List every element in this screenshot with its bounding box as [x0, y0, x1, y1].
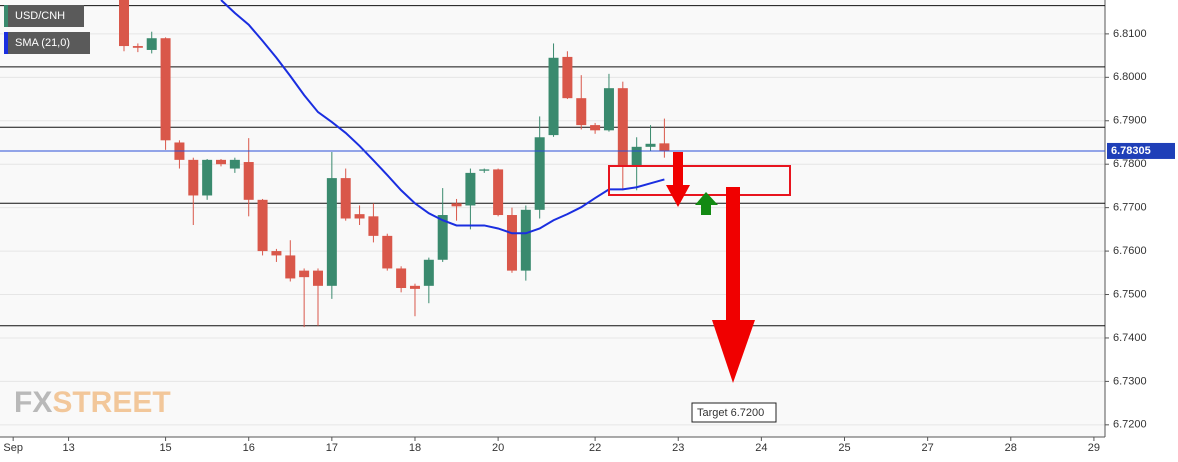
candle-body [409, 285, 420, 289]
candle-body [229, 159, 240, 169]
candle-body [465, 172, 476, 206]
candle-body [506, 215, 517, 271]
candle-body [368, 216, 379, 236]
zone-box [608, 165, 791, 196]
candle-body [576, 98, 587, 126]
x-tick-label: 27 [922, 442, 934, 454]
x-tick-label: 13 [62, 442, 74, 454]
legend-box [4, 5, 84, 27]
x-tick-label: 22 [589, 442, 601, 454]
last-price-box [1107, 142, 1175, 159]
candle-body [188, 159, 199, 196]
candle-body [534, 137, 545, 210]
candle-body [146, 38, 157, 50]
x-tick-label: 25 [838, 442, 850, 454]
y-tick-label: 6.7800 [1113, 158, 1147, 170]
candle-body [479, 169, 490, 171]
candle-body [243, 162, 254, 200]
x-tick-label: 20 [492, 442, 504, 454]
candle-body [326, 178, 337, 286]
y-tick-label: 6.7400 [1113, 332, 1147, 344]
candle-body [216, 159, 226, 165]
legend-swatch [4, 32, 8, 54]
y-tick-label: 6.8100 [1113, 28, 1147, 40]
x-tick-label: 23 [672, 442, 684, 454]
candle-body [396, 268, 407, 289]
x-tick-label: Sep [3, 442, 23, 454]
candle-body [590, 125, 601, 131]
y-tick-label: 6.7600 [1113, 245, 1147, 257]
x-tick-label: 17 [326, 442, 338, 454]
candle-body [312, 270, 323, 286]
candle-body [451, 203, 462, 207]
candle-body [340, 178, 351, 219]
y-tick-label: 6.7900 [1113, 115, 1147, 127]
watermark-part: STREET [52, 386, 170, 419]
y-tick-label: 6.7700 [1113, 202, 1147, 214]
legend-swatch [4, 5, 8, 27]
watermark: FXSTREET [14, 386, 171, 419]
candle-body [160, 38, 171, 141]
y-tick-label: 6.8000 [1113, 71, 1147, 83]
candle-body [548, 57, 559, 136]
candle-body [493, 169, 504, 216]
candle-body [603, 88, 614, 131]
x-tick-label: 18 [409, 442, 421, 454]
arrow-down-small [666, 152, 690, 207]
candle-body [645, 143, 656, 147]
candle-body [271, 251, 282, 256]
annotation-box [691, 402, 777, 423]
x-tick-label: 28 [1005, 442, 1017, 454]
arrow-down-large [712, 187, 755, 383]
marks [0, 0, 1109, 441]
candle-body [382, 235, 393, 269]
candle-body [659, 143, 670, 152]
y-tick-label: 6.7200 [1113, 419, 1147, 431]
candle-body [285, 255, 296, 279]
candle-body [617, 88, 628, 166]
arrow-up [695, 192, 718, 215]
candle-body [562, 56, 573, 99]
candle-body [202, 159, 213, 196]
x-tick-label: 24 [755, 442, 767, 454]
y-tick-label: 6.7500 [1113, 288, 1147, 300]
watermark-part: FX [14, 386, 52, 419]
candle-body [437, 215, 448, 260]
y-tick-label: 6.7300 [1113, 375, 1147, 387]
x-tick-label: 29 [1088, 442, 1100, 454]
x-tick-label: 15 [159, 442, 171, 454]
candle-body [257, 199, 268, 252]
candle-body [119, 0, 130, 47]
legend-label: USD/CNH [15, 10, 65, 22]
candle-body [299, 270, 310, 278]
candle-body [132, 46, 143, 48]
candle-body [520, 209, 531, 271]
x-tick-label: 16 [243, 442, 255, 454]
sma-line [220, 0, 665, 235]
legend-box [4, 32, 90, 54]
candle-body [631, 146, 642, 166]
candle-body [354, 214, 365, 219]
legend-label: SMA (21,0) [15, 37, 70, 49]
last-price-label: 6.78305 [1111, 145, 1151, 157]
annotation: Target 6.7200 [697, 407, 764, 419]
candle-body [423, 259, 434, 286]
